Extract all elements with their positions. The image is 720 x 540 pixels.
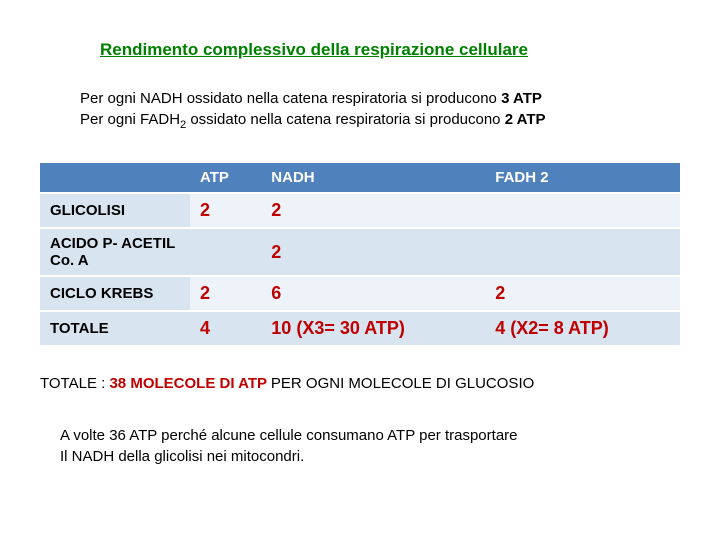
row-label: CICLO KREBS bbox=[40, 276, 190, 311]
th-atp: ATP bbox=[190, 163, 261, 193]
th-nadh: NADH bbox=[261, 163, 485, 193]
cell-nadh: 2 bbox=[261, 228, 485, 276]
row-label: TOTALE bbox=[40, 311, 190, 346]
note-l2: Il NADH della glicolisi nei mitocondri. bbox=[60, 448, 304, 465]
intro-line1-pre: Per ogni NADH ossidato nella catena resp… bbox=[80, 90, 501, 107]
yield-table: ATP NADH FADH 2 GLICOLISI 2 2 ACIDO P- A… bbox=[40, 163, 680, 347]
th-empty bbox=[40, 163, 190, 193]
intro-line2-pre: Per ogni FADH bbox=[80, 111, 180, 128]
intro-line2-mid: ossidato nella catena respiratoria si pr… bbox=[186, 111, 505, 128]
table-row: GLICOLISI 2 2 bbox=[40, 193, 680, 228]
total-rest: PER OGNI MOLECOLE DI GLUCOSIO bbox=[271, 375, 534, 392]
total-red: 38 MOLECOLE DI ATP bbox=[109, 375, 270, 392]
intro-line2-bold: 2 ATP bbox=[505, 111, 546, 128]
cell-fadh bbox=[485, 193, 680, 228]
note-l1: A volte 36 ATP perché alcune cellule con… bbox=[60, 427, 518, 444]
cell-fadh bbox=[485, 228, 680, 276]
table-row: TOTALE 4 10 (X3= 30 ATP) 4 (X2= 8 ATP) bbox=[40, 311, 680, 346]
total-line: TOTALE : 38 MOLECOLE DI ATP PER OGNI MOL… bbox=[40, 375, 680, 392]
cell-nadh: 10 (X3= 30 ATP) bbox=[261, 311, 485, 346]
footnote: A volte 36 ATP perché alcune cellule con… bbox=[60, 426, 680, 467]
total-label: TOTALE : bbox=[40, 375, 109, 392]
cell-fadh: 2 bbox=[485, 276, 680, 311]
intro-line1-bold: 3 ATP bbox=[501, 90, 542, 107]
cell-atp: 2 bbox=[190, 193, 261, 228]
cell-fadh: 4 (X2= 8 ATP) bbox=[485, 311, 680, 346]
table-row: ACIDO P- ACETIL Co. A 2 bbox=[40, 228, 680, 276]
cell-nadh: 6 bbox=[261, 276, 485, 311]
cell-atp: 2 bbox=[190, 276, 261, 311]
intro-text: Per ogni NADH ossidato nella catena resp… bbox=[80, 88, 680, 133]
row-label: GLICOLISI bbox=[40, 193, 190, 228]
page-title: Rendimento complessivo della respirazion… bbox=[100, 40, 680, 60]
cell-atp: 4 bbox=[190, 311, 261, 346]
row-label: ACIDO P- ACETIL Co. A bbox=[40, 228, 190, 276]
table-row: CICLO KREBS 2 6 2 bbox=[40, 276, 680, 311]
cell-atp bbox=[190, 228, 261, 276]
cell-nadh: 2 bbox=[261, 193, 485, 228]
th-fadh2: FADH 2 bbox=[485, 163, 680, 193]
